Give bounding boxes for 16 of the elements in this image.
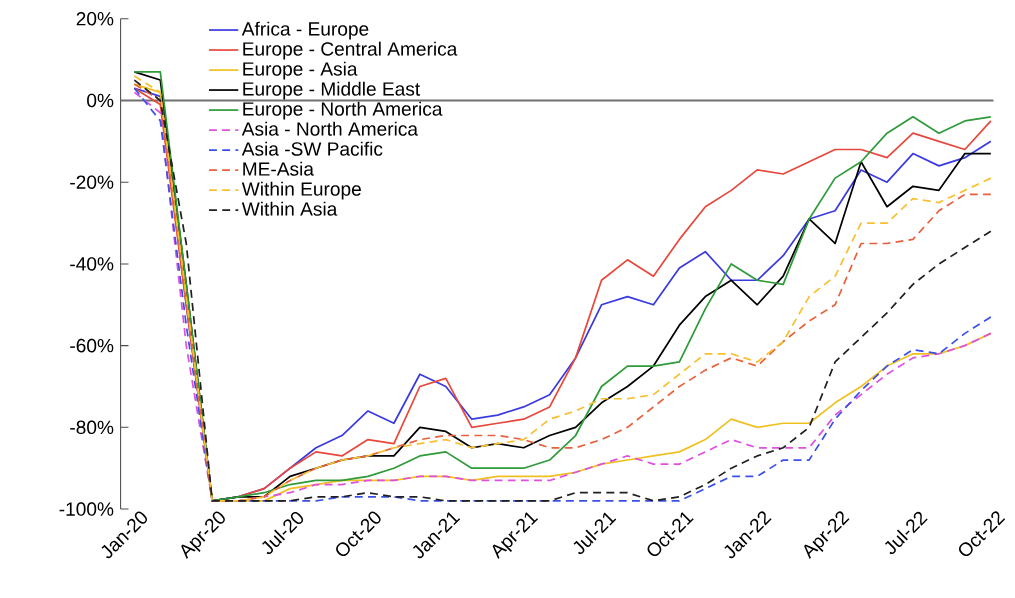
legend-label: Within Asia	[241, 201, 338, 216]
y-tick-label: -20%	[70, 175, 114, 189]
legend-label: Europe - Central America	[243, 41, 458, 60]
legend-label: Europe - Asia	[243, 61, 358, 80]
legend-label: Within Europe	[241, 181, 361, 200]
legend-label: Europe - North America	[243, 101, 443, 120]
y-tick-label: 0%	[87, 93, 114, 108]
legend-label: Asia - North America	[241, 121, 419, 136]
y-tick-label: 20%	[76, 12, 114, 26]
y-tick-label: -60%	[70, 338, 114, 353]
legend-label: Asia -SW Pacific	[241, 141, 383, 156]
y-tick-label: -40%	[70, 257, 114, 271]
legend-label: Africa - Europe	[241, 21, 369, 40]
legend-label: Europe - Middle East	[243, 81, 421, 100]
y-tick-label: -80%	[70, 420, 114, 435]
legend-label: ME-Asia	[243, 161, 314, 176]
